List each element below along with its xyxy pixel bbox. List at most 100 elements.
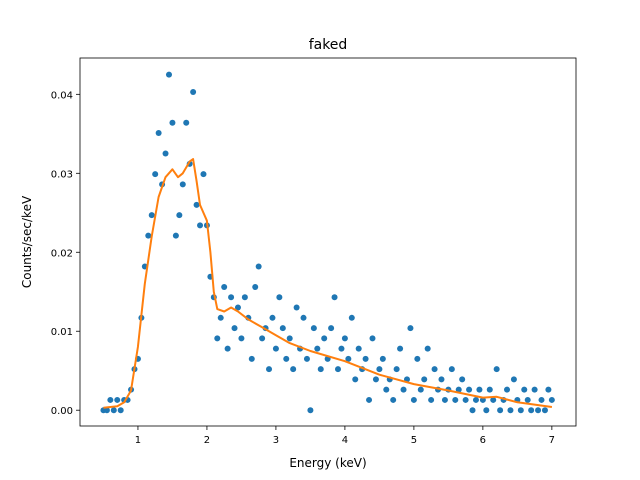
x-tick-label: 7: [549, 435, 555, 446]
data-point: [335, 366, 342, 373]
x-axis: 1 2 3 4 5 6 7: [135, 426, 555, 446]
data-point: [217, 314, 224, 321]
data-point: [348, 314, 355, 321]
data-point: [148, 212, 155, 219]
data-point: [238, 335, 245, 342]
data-point: [466, 386, 473, 393]
data-point: [331, 294, 338, 301]
data-point: [510, 376, 517, 383]
data-point: [376, 366, 383, 373]
y-tick-label: 0.03: [51, 169, 73, 180]
data-point: [172, 232, 179, 239]
data-point: [169, 119, 176, 126]
x-tick: 1: [135, 426, 141, 446]
data-point: [248, 355, 255, 362]
data-point: [345, 355, 352, 362]
chart-title: faked: [309, 37, 348, 53]
data-point: [179, 181, 186, 188]
data-point: [397, 345, 404, 352]
data-point: [493, 366, 500, 373]
data-point: [110, 407, 117, 414]
data-point: [541, 407, 548, 414]
data-point: [428, 396, 435, 403]
data-point: [176, 212, 183, 219]
data-point: [497, 407, 504, 414]
data-point: [421, 376, 428, 383]
x-tick: 2: [204, 426, 210, 446]
x-tick: 5: [411, 426, 417, 446]
data-point: [448, 366, 455, 373]
data-point: [369, 335, 376, 342]
data-point: [234, 304, 241, 311]
data-point: [190, 88, 197, 95]
data-point: [410, 396, 417, 403]
data-point: [303, 355, 310, 362]
data-point: [338, 345, 345, 352]
data-point: [114, 396, 121, 403]
data-point: [200, 171, 207, 178]
y-tick-label: 0.01: [51, 327, 73, 338]
data-point: [366, 396, 373, 403]
data-point: [317, 366, 324, 373]
data-point: [293, 304, 300, 311]
data-point: [459, 376, 466, 383]
data-point: [321, 335, 328, 342]
data-point: [400, 386, 407, 393]
x-tick-label: 2: [204, 435, 210, 446]
data-point: [472, 396, 479, 403]
data-point: [155, 130, 162, 137]
y-tick: 0.03: [51, 169, 80, 180]
y-tick-label: 0.04: [51, 90, 73, 101]
data-point: [455, 386, 462, 393]
data-point: [300, 314, 307, 321]
data-point: [469, 407, 476, 414]
data-point: [228, 294, 235, 301]
data-point: [165, 71, 172, 78]
data-point: [283, 355, 290, 362]
data-point: [286, 335, 293, 342]
data-point: [307, 407, 314, 414]
y-tick: 0.02: [51, 248, 80, 259]
data-point: [372, 376, 379, 383]
data-point: [452, 396, 459, 403]
data-point: [507, 407, 514, 414]
data-point: [490, 396, 497, 403]
data-point: [414, 355, 421, 362]
data-point: [117, 407, 124, 414]
data-point: [521, 386, 528, 393]
data-point: [197, 222, 204, 229]
data-point: [352, 376, 359, 383]
data-point: [393, 366, 400, 373]
data-point: [355, 345, 362, 352]
data-point: [535, 407, 542, 414]
data-point: [224, 345, 231, 352]
data-point: [417, 386, 424, 393]
data-point: [276, 294, 283, 301]
data-point: [290, 366, 297, 373]
x-tick-label: 1: [135, 435, 141, 446]
y-tick: 0.04: [51, 90, 80, 101]
model-line: [103, 158, 553, 409]
data-point: [441, 396, 448, 403]
data-point: [310, 325, 317, 332]
x-tick: 6: [480, 426, 486, 446]
data-point: [145, 232, 152, 239]
data-point: [483, 407, 490, 414]
data-point: [379, 355, 386, 362]
data-point: [314, 345, 321, 352]
data-point: [390, 396, 397, 403]
data-point: [486, 386, 493, 393]
y-tick: 0.01: [51, 327, 80, 338]
data-point: [362, 355, 369, 362]
data-point: [231, 325, 238, 332]
data-point: [383, 386, 390, 393]
data-point: [517, 407, 524, 414]
data-point: [193, 201, 200, 208]
data-point: [266, 366, 273, 373]
data-point: [528, 407, 535, 414]
x-axis-label: Energy (keV): [289, 456, 366, 470]
y-tick-label: 0.00: [51, 406, 73, 417]
plot-area: [100, 71, 555, 414]
data-point: [107, 396, 114, 403]
